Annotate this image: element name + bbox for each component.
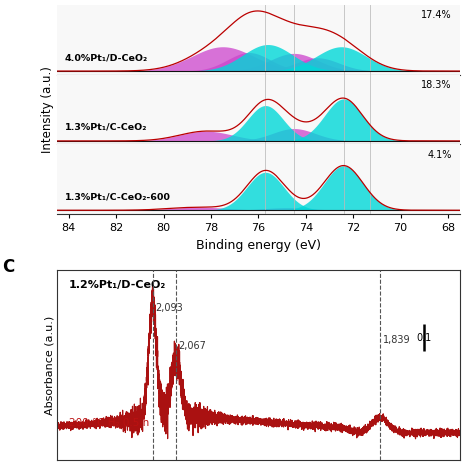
Text: 2,093: 2,093 <box>155 303 183 313</box>
Text: 17.4%: 17.4% <box>421 10 452 20</box>
Text: 0.1: 0.1 <box>416 333 431 343</box>
Y-axis label: Absorbance (a.u.): Absorbance (a.u.) <box>44 315 54 415</box>
Text: 1,839: 1,839 <box>383 335 410 345</box>
Text: 4.0%Pt₁/D-CeO₂: 4.0%Pt₁/D-CeO₂ <box>65 53 148 62</box>
Text: 1.3%Pt₁/C-CeO₂: 1.3%Pt₁/C-CeO₂ <box>65 123 147 132</box>
Text: 18.3%: 18.3% <box>421 80 452 90</box>
Text: 4.1%: 4.1% <box>428 150 452 160</box>
X-axis label: Binding energy (eV): Binding energy (eV) <box>196 239 321 252</box>
Text: 1.3%Pt₁/C-CeO₂-600: 1.3%Pt₁/C-CeO₂-600 <box>65 193 171 202</box>
Text: C: C <box>2 258 15 276</box>
Y-axis label: Intensity (a.u.): Intensity (a.u.) <box>41 66 54 153</box>
Text: 1.2%Pt₁/D-CeO₂: 1.2%Pt₁/D-CeO₂ <box>69 280 166 290</box>
Text: 200 °C H₂ 0.5 h: 200 °C H₂ 0.5 h <box>69 418 149 428</box>
Text: 2,067: 2,067 <box>179 341 207 351</box>
